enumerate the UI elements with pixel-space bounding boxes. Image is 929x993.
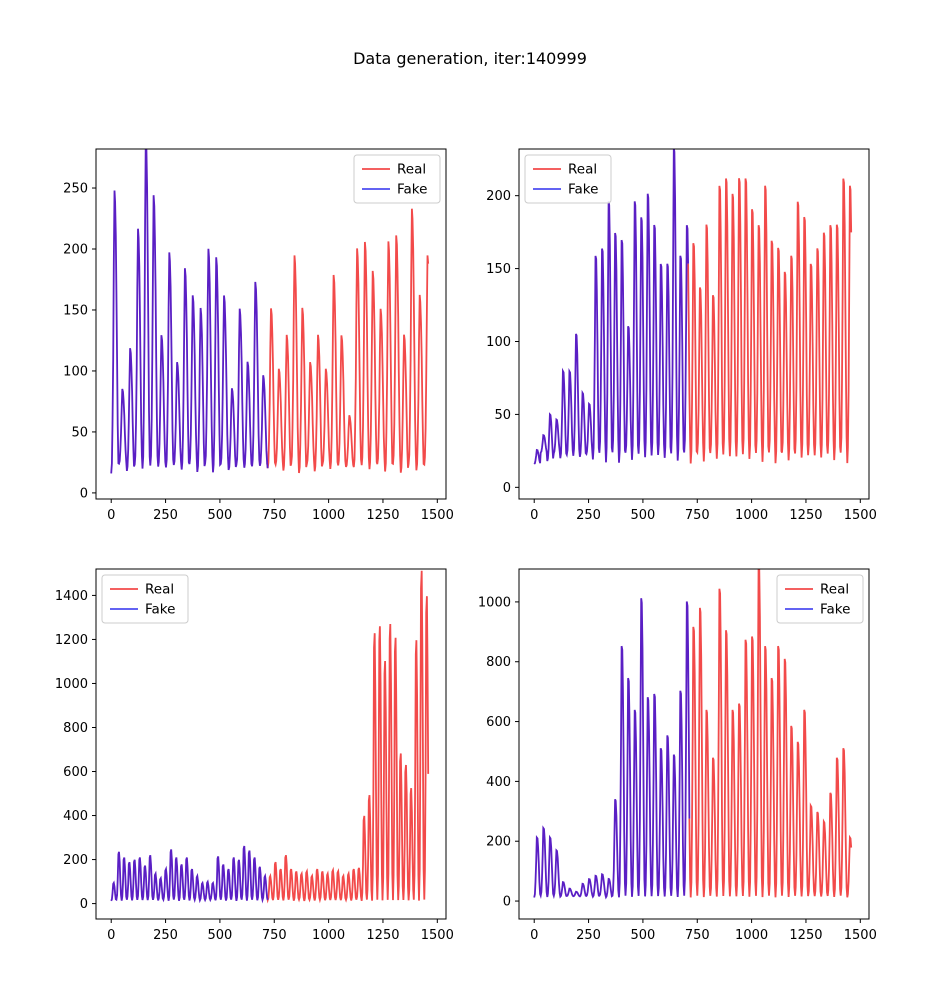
x-tick-label: 250: [153, 508, 178, 523]
x-tick-label: 750: [685, 508, 710, 523]
y-tick-label: 600: [63, 765, 88, 780]
x-tick-label: 1000: [735, 928, 768, 943]
plot-area: [110, 570, 430, 904]
legend: Real Fake: [101, 574, 189, 624]
y-tick-label: 200: [486, 835, 511, 850]
y-tick-label: 100: [486, 335, 511, 350]
y-tick-label: 100: [63, 364, 88, 379]
legend-label-fake: Fake: [145, 602, 175, 618]
y-tick-label: 150: [486, 262, 511, 277]
x-tick-label: 1500: [421, 928, 454, 943]
legend: Real Fake: [524, 154, 612, 204]
x-tick-label: 750: [685, 928, 710, 943]
legend-label-fake: Fake: [820, 602, 850, 618]
x-tick-label: 750: [262, 928, 287, 943]
chart-panel-4: 0 250 500 750 1000 1250 1500 0 200 400 600 800 1000 R…: [478, 568, 877, 943]
y-tick-label: 50: [494, 408, 511, 423]
legend-box: [353, 154, 441, 204]
series-line-real: [687, 178, 853, 464]
series-line-fake: [533, 598, 691, 900]
series-line-real: [266, 208, 430, 474]
y-tick-label: 400: [63, 809, 88, 824]
y-tick-label: 0: [503, 895, 511, 910]
chart-panel-1: 0 250 500 750 1000 1250 1500 0 50 100 150 200 250 Rea…: [63, 148, 454, 523]
legend: Real Fake: [353, 154, 441, 204]
x-tick-label: 0: [530, 508, 538, 523]
x-tick-label: 500: [207, 508, 232, 523]
y-tick-label: 400: [486, 775, 511, 790]
x-tick-label: 250: [576, 508, 601, 523]
y-tick-label: 800: [486, 655, 511, 670]
x-tick-label: 1000: [312, 928, 345, 943]
y-tick-label: 250: [63, 182, 88, 197]
axes-frame: [518, 568, 870, 920]
x-tick-label: 500: [630, 928, 655, 943]
x-tick-label: 250: [576, 928, 601, 943]
x-tick-label: 1000: [735, 508, 768, 523]
y-tick-label: 50: [71, 425, 88, 440]
plot-area: [533, 149, 853, 465]
y-tick-label: 800: [63, 721, 88, 736]
x-tick-label: 0: [107, 928, 115, 943]
legend-label-real: Real: [145, 582, 174, 598]
series-line-real: [688, 569, 853, 898]
y-tick-label: 0: [80, 897, 88, 912]
x-tick-label: 1500: [844, 928, 877, 943]
y-tick-label: 200: [63, 243, 88, 258]
y-tick-label: 200: [486, 189, 511, 204]
legend-box: [776, 574, 864, 624]
x-tick-label: 1250: [366, 928, 399, 943]
y-tick-label: 0: [503, 481, 511, 496]
x-tick-label: 1500: [844, 508, 877, 523]
x-tick-label: 1250: [366, 508, 399, 523]
x-tick-label: 0: [530, 928, 538, 943]
x-tick-label: 500: [207, 928, 232, 943]
figure-title: Data generation, iter:140999: [353, 49, 587, 68]
legend-label-real: Real: [397, 162, 426, 178]
plot-area: [533, 569, 853, 900]
x-tick-label: 1000: [312, 508, 345, 523]
x-tick-label: 250: [153, 928, 178, 943]
legend-label-real: Real: [820, 582, 849, 598]
y-tick-label: 1000: [478, 595, 511, 610]
legend: Real Fake: [776, 574, 864, 624]
axes-frame: [518, 148, 870, 500]
legend-box: [101, 574, 189, 624]
chart-panel-3: 0 250 500 750 1000 1250 1500 0 200 400 600 800 1000 1…: [55, 568, 454, 943]
y-tick-label: 200: [63, 853, 88, 868]
axes-frame: [95, 568, 447, 920]
y-tick-label: 1000: [55, 677, 88, 692]
x-tick-label: 750: [262, 508, 287, 523]
legend-label-fake: Fake: [568, 182, 598, 198]
x-tick-label: 1500: [421, 508, 454, 523]
x-tick-label: 1250: [789, 928, 822, 943]
axes-frame: [95, 148, 447, 500]
legend-label-real: Real: [568, 162, 597, 178]
series-line-fake: [110, 845, 269, 904]
series-line-real: [266, 570, 430, 904]
y-tick-label: 150: [63, 303, 88, 318]
y-tick-label: 0: [80, 486, 88, 501]
x-tick-label: 0: [107, 508, 115, 523]
legend-box: [524, 154, 612, 204]
panels: 0 250 500 750 1000 1250 1500050100150200250Rea…: [55, 148, 877, 943]
plot-area: [110, 149, 430, 474]
series-line-fake: [533, 149, 689, 465]
x-tick-label: 500: [630, 508, 655, 523]
series-line-fake: [110, 149, 269, 474]
y-tick-label: 1200: [55, 633, 88, 648]
y-tick-label: 1400: [55, 589, 88, 604]
chart-panel-2: 0 250 500 750 1000 1250 1500 0 50 100 150 200 Real Fa…: [486, 148, 877, 523]
y-tick-label: 600: [486, 715, 511, 730]
legend-label-fake: Fake: [397, 182, 427, 198]
x-tick-label: 1250: [789, 508, 822, 523]
